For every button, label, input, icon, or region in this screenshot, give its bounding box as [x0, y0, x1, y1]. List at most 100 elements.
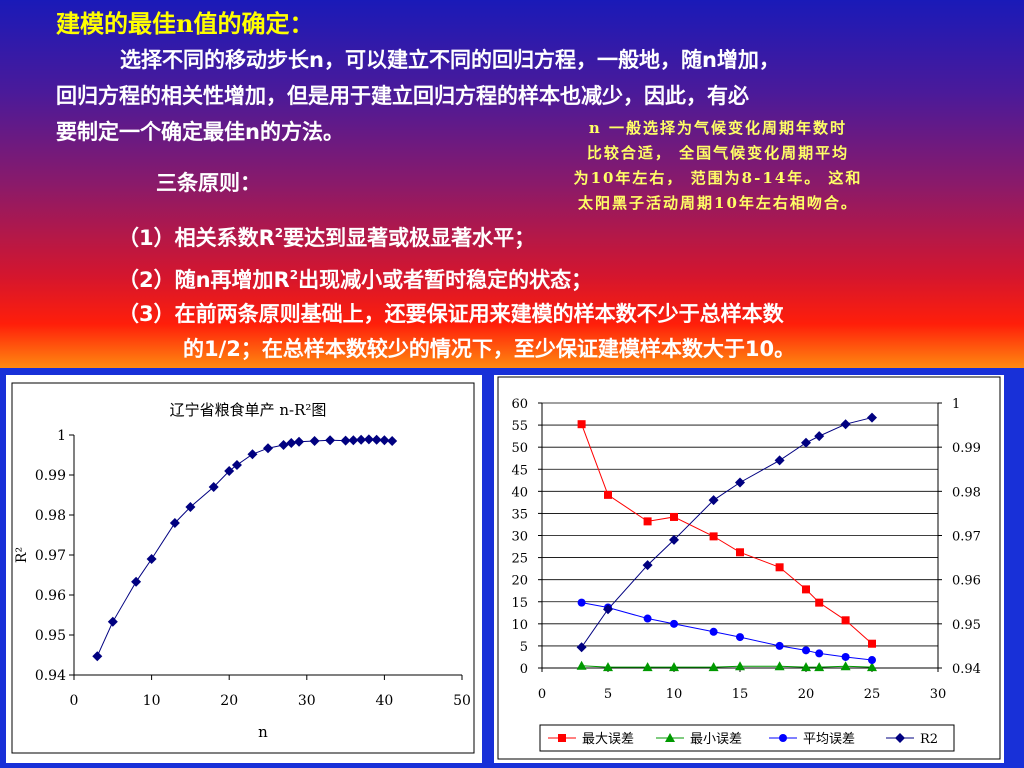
legend-label: R2	[920, 732, 938, 747]
r2-point	[379, 435, 390, 446]
series-line	[581, 424, 873, 645]
r2-point	[185, 502, 196, 512]
r2-point	[387, 436, 398, 446]
series-point	[670, 512, 678, 521]
r2-series-line	[96, 438, 393, 657]
period-note-line: 为10年左右， 范围为8-14年。 这和	[573, 169, 863, 187]
r2-point	[286, 438, 297, 448]
series-point	[577, 598, 586, 607]
chart-2-border	[497, 376, 1001, 760]
series-point	[670, 619, 678, 628]
y-left-tick-label: 45	[511, 463, 528, 478]
series-line	[581, 602, 873, 661]
r2-point	[131, 576, 142, 587]
x-tick-label: 50	[453, 693, 471, 709]
y-left-tick-label: 15	[511, 596, 528, 611]
chart-title: 辽宁省粮食单产 n-R²图	[170, 401, 327, 419]
legend-box	[539, 724, 955, 752]
series-point	[603, 604, 613, 615]
legend-label: 最大误差	[582, 732, 634, 747]
slide-header-panel	[0, 0, 1024, 368]
series-point	[840, 661, 851, 671]
r2-point	[107, 616, 118, 627]
rule-2-prefix: （2）随n再增加R	[118, 268, 290, 292]
x-tick-label: 15	[732, 687, 749, 702]
y-left-tick-label: 10	[511, 618, 528, 633]
series-point	[775, 563, 784, 572]
r2-point	[356, 434, 367, 445]
series-point	[775, 641, 784, 650]
rule-3-line-1: （3）在前两条原则基础上，还要保证用来建模的样本数不少于总样本数	[118, 302, 784, 326]
series-point	[735, 477, 745, 488]
series-point	[801, 662, 811, 672]
r2-point	[371, 434, 382, 445]
y-left-tick-label: 25	[511, 552, 528, 567]
rule-2-suffix: 出现减小或者暂时稳定的状态；	[298, 268, 593, 292]
series-point	[774, 661, 785, 671]
x-axis-label: n	[258, 723, 268, 741]
slide-title: 建模的最佳n值的确定：	[56, 9, 314, 38]
y-left-tick-label: 20	[511, 574, 528, 589]
intro-line-3: 要制定一个确定最佳n的方法。	[56, 120, 344, 144]
y-left-tick-label: 30	[511, 530, 528, 545]
y-tick-label: 0.95	[35, 628, 66, 644]
intro-line-2: 回归方程的相关性增加，但是用于建立回归方程的样本也减少，因此，有必	[56, 84, 749, 108]
r2-point	[325, 435, 336, 446]
legend-marker	[779, 734, 787, 742]
series-point	[708, 495, 719, 506]
y-tick-label: 0.97	[35, 548, 66, 564]
series-point	[840, 419, 851, 430]
x-tick-label: 30	[930, 687, 947, 702]
y-left-tick-label: 60	[511, 397, 528, 412]
r2-point	[294, 436, 305, 447]
series-point	[736, 548, 744, 557]
y-left-tick-label: 35	[511, 507, 528, 522]
y-right-tick-label: 1	[952, 397, 960, 412]
legend-marker	[895, 733, 905, 743]
rule-1-suffix: 要达到显著或极显著水平；	[283, 226, 536, 250]
series-point	[814, 662, 825, 672]
y-right-tick-label: 0.94	[952, 662, 981, 677]
y-left-tick-label: 0	[520, 662, 528, 677]
series-point	[814, 431, 825, 442]
y-left-tick-label: 5	[520, 640, 528, 655]
rule-1: （1）相关系数R2要达到显著或极显著水平；	[118, 222, 535, 252]
rule-3-line-2: 的1/2；在总样本数较少的情况下，至少保证建模样本数大于10。	[183, 337, 796, 361]
y-left-tick-label: 55	[511, 419, 528, 434]
rule-2-superscript: 2	[289, 268, 299, 282]
period-note-line: 太阳黑子活动周期10年左右相吻合。	[578, 194, 858, 212]
r2-point	[363, 434, 374, 445]
r2-point	[169, 518, 180, 528]
y-right-tick-label: 0.97	[952, 530, 981, 545]
series-point	[841, 616, 850, 625]
x-tick-label: 0	[70, 693, 79, 709]
x-tick-label: 10	[143, 693, 161, 709]
x-tick-label: 20	[220, 693, 238, 709]
legend-label: 平均误差	[803, 732, 855, 747]
series-point	[576, 642, 587, 653]
y-right-tick-label: 0.95	[952, 618, 981, 633]
y-tick-label: 0.96	[35, 588, 66, 604]
series-point	[577, 420, 586, 429]
r2-point	[340, 435, 351, 446]
chart-2-frame: 0 5 10 15 20 25 30 35 40 45 50 55 60 0.94 0.95 0.96 0.97…	[494, 375, 1004, 763]
series-point	[643, 614, 652, 623]
y-tick-label: 0.99	[35, 468, 66, 484]
series-point	[642, 560, 653, 571]
intro-line-1: 选择不同的移动步长n，可以建立不同的回归方程，一般地，随n增加，	[120, 48, 780, 72]
rule-2: （2）随n再增加R2出现减小或者暂时稳定的状态；	[118, 264, 592, 294]
series-point	[735, 661, 745, 671]
x-tick-label: 20	[798, 687, 815, 702]
r2-point	[263, 443, 273, 454]
series-point	[604, 490, 612, 499]
chart-1-border	[11, 382, 475, 754]
y-tick-label: 0.94	[35, 668, 66, 684]
x-tick-label: 10	[666, 687, 683, 702]
period-note-line: n 一般选择为气候变化周期年数时	[588, 119, 848, 137]
y-right-tick-label: 0.99	[952, 441, 981, 456]
series-point	[642, 662, 653, 672]
series-line	[581, 665, 873, 668]
series-point	[867, 412, 877, 423]
series-point	[643, 517, 652, 526]
